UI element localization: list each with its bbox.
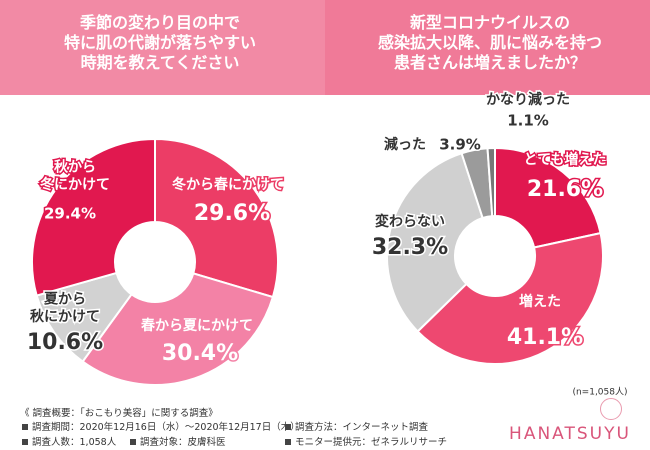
footer-item: 調査人数：1,058人 — [22, 434, 116, 448]
brand: HANATSUYU — [509, 424, 631, 444]
slice-label: 冬から春にかけて — [172, 176, 284, 193]
chart-title: 新型コロナウイルスの感染拡大以降、肌に悩みを持つ患者さんは増えましたか？ — [378, 13, 602, 72]
chart-title: 季節の変わり目の中で特に肌の代謝が落ちやすい時期を教えてください — [64, 13, 256, 72]
value-label: 30.4% — [162, 341, 238, 366]
slice-label: 変わらない — [375, 213, 445, 230]
value-label: 29.6% — [194, 201, 270, 226]
value-label: 1.1% — [507, 112, 549, 130]
donut-slice — [416, 231, 604, 365]
value-label: 21.6% — [527, 177, 603, 202]
donut-slice — [486, 146, 496, 218]
charts: (n=1,058人) 季節の変わり目の中で特に肌の代謝が落ちやすい時期を教えてく… — [0, 0, 650, 398]
footer-item: モニター提供元：ゼネラルリサーチ — [285, 434, 447, 448]
slice-label: 秋から冬にかけて — [40, 158, 110, 193]
slice-label: 減った — [384, 136, 426, 153]
value-label: 41.1% — [507, 325, 583, 350]
slice-label: とても増えた — [524, 151, 607, 168]
slice-label: 春から夏にかけて — [140, 317, 253, 334]
donut-slice — [154, 137, 279, 299]
sample-note: (n=1,058人) — [572, 387, 627, 398]
footer-heading: 《 調査概要：「おこもり美容」に関する調査》 — [20, 408, 218, 419]
header-band — [325, 0, 650, 95]
donut-slice — [494, 146, 602, 249]
donut-slice — [31, 137, 156, 297]
value-label: 32.3% — [372, 235, 448, 260]
value-label: 29.4% — [44, 205, 96, 223]
slice-label: 夏から秋にかけて — [30, 290, 100, 325]
footer-item: 調査期間：2020年12月16日（水）〜2020年12月17日（木） — [22, 419, 300, 433]
footer-item: 調査方法：インターネット調査 — [285, 419, 428, 433]
slice-label: 増えた — [519, 293, 561, 310]
footer-item: 調査対象：皮膚科医 — [130, 434, 226, 448]
value-label: 10.6% — [27, 330, 103, 355]
slice-label: かなり減った — [486, 91, 570, 108]
value-label: 3.9% — [439, 136, 481, 154]
donut-slice — [386, 152, 484, 333]
donut-slice — [81, 272, 275, 386]
brand-logo — [600, 398, 622, 420]
